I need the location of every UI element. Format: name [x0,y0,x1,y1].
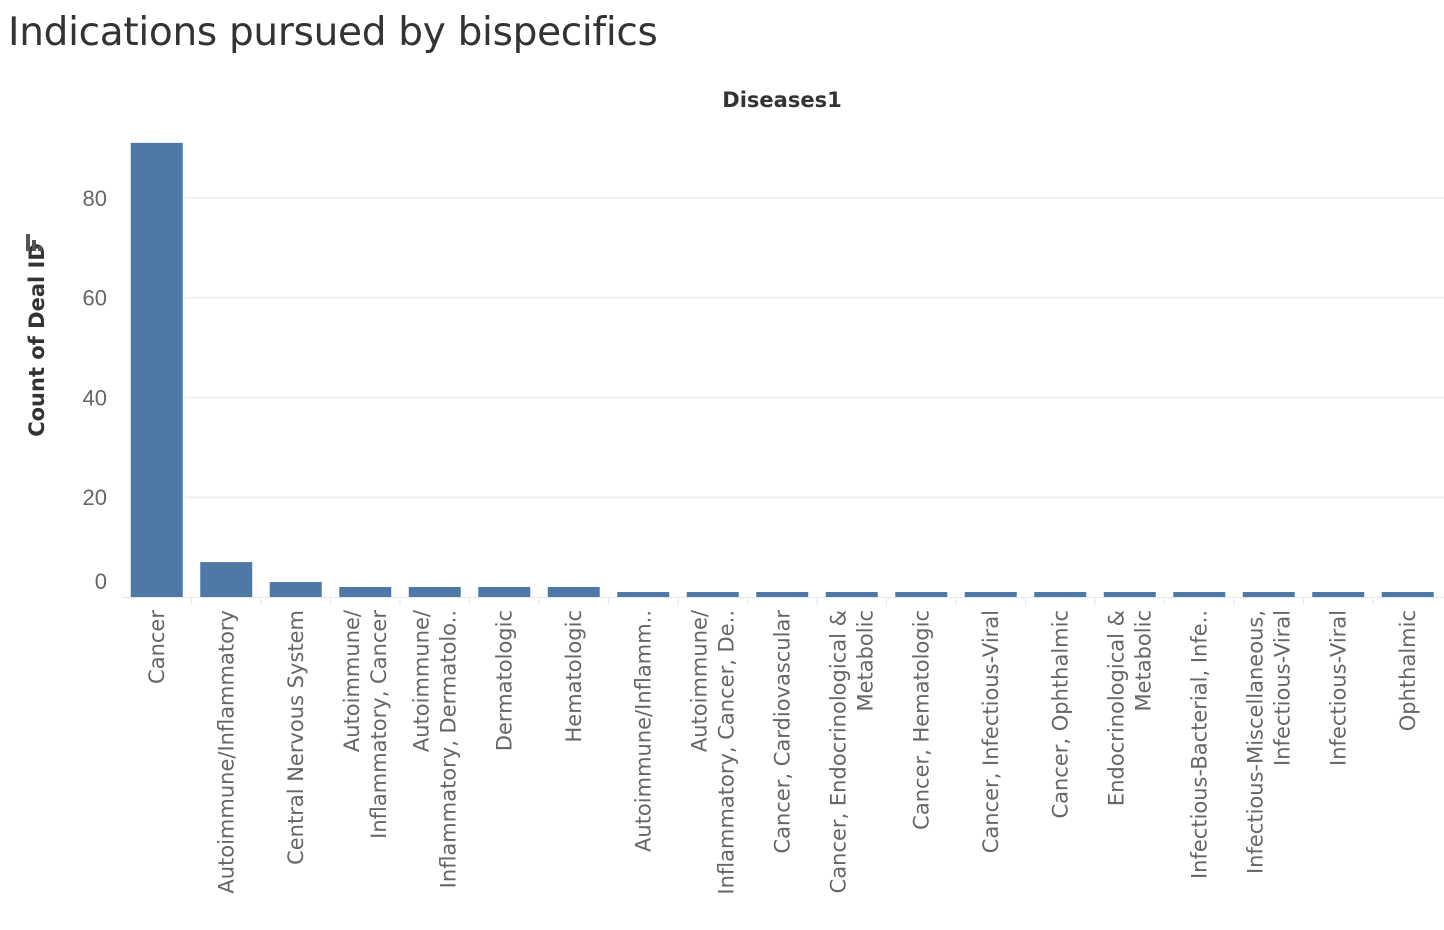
x-tick-label-line: Cancer, Hematologic [909,610,933,830]
bar[interactable] [1103,592,1156,597]
x-tick-label[interactable]: Infectious-Bacterial, Infe.. [1187,610,1211,879]
x-tick-label-line: Metabolic [1131,610,1155,712]
y-tick-label: 20 [83,485,107,510]
bar[interactable] [200,562,253,597]
x-tick-label-line: Cancer, Cardiovascular [770,610,794,854]
x-tick-label[interactable]: Cancer, Endocrinological & Metabolic [826,610,877,893]
x-tick-label[interactable]: Hematologic [562,610,586,743]
bar[interactable] [1242,592,1295,597]
bar[interactable] [964,592,1017,597]
x-tick-label-line: Autoimmune/ [687,609,711,752]
x-tick-label[interactable]: Cancer, Cardiovascular [770,610,794,854]
x-tick-label-line: Central Nervous System [284,610,308,865]
x-tick-label[interactable]: Cancer, Ophthalmic [1048,610,1072,819]
y-tick-label: 60 [83,286,107,311]
x-tick-label[interactable]: Autoimmune/Inflammatory, Cancer [340,609,391,839]
sort-descending-icon[interactable] [26,234,42,251]
bar[interactable] [756,592,809,597]
bar[interactable] [1173,592,1226,597]
bar[interactable] [1381,592,1434,597]
bar[interactable] [547,587,600,597]
bar[interactable] [617,592,670,597]
x-tick-label[interactable]: Cancer, Infectious-Viral [979,610,1003,853]
x-tick-label[interactable]: Endocrinological & Metabolic [1104,610,1155,806]
x-tick-label[interactable]: Dermatologic [492,610,516,751]
x-tick-label-line: Ophthalmic [1396,610,1420,731]
x-tick-label[interactable]: Cancer, Hematologic [909,610,933,830]
x-tick-label[interactable]: Autoimmune/Inflammatory [214,610,238,894]
x-tick-label-line: Autoimmune/ [340,609,364,752]
x-tick-label-line: Cancer [145,610,169,684]
bar[interactable] [1312,592,1365,597]
x-tick-label-line: Endocrinological & [1104,610,1128,806]
bar[interactable] [408,587,461,597]
bar[interactable] [686,592,739,597]
x-tick-label-line: Autoimmune/ [409,609,433,752]
y-tick-label: 80 [83,186,107,211]
x-tick-label[interactable]: Ophthalmic [1396,610,1420,731]
x-tick-label-line: Cancer, Endocrinological & [826,610,850,893]
bars [130,142,1434,597]
x-tick-label-line: Dermatologic [492,610,516,751]
bar[interactable] [339,587,392,597]
bar[interactable] [1034,592,1087,597]
gridlines [122,197,1444,605]
bar[interactable] [269,582,322,597]
x-tick-label[interactable]: Infectious-Viral [1326,610,1350,766]
y-tick-label: 0 [95,569,107,594]
x-tick-label-line: Autoimmune/Inflammatory [214,610,238,894]
x-tick-label-line: Infectious-Viral [1270,610,1294,766]
bar[interactable] [478,587,531,597]
x-tick-label-line: Infectious-Miscellaneous, [1243,610,1267,874]
x-tick-label[interactable]: Central Nervous System [284,610,308,865]
y-tick-label: 40 [83,385,107,410]
x-tick-label[interactable]: Autoimmune/Inflammatory, Cancer, De.. [687,609,738,895]
x-axis-labels: Cancer Autoimmune/Inflammatory Central Ner… [145,609,1420,895]
x-tick-label[interactable]: Autoimmune/Inflamm.. [631,610,655,852]
x-tick-label-line: Inflammatory, Cancer [367,610,391,839]
x-tick-label[interactable]: Cancer [145,610,169,684]
x-tick-label[interactable]: Infectious-Miscellaneous, Infectious-Vira… [1243,610,1294,874]
bar[interactable] [825,592,878,597]
x-tick-label-line: Cancer, Ophthalmic [1048,610,1072,819]
y-axis-ticks: 0 20 40 60 80 [83,186,107,594]
x-tick-label[interactable]: Autoimmune/Inflammatory, Dermatolo.. [409,609,460,888]
y-axis-title[interactable]: Count of Deal ID [25,243,49,437]
page-title: Indications pursued by bispecifics [8,10,658,55]
x-tick-label-line: Autoimmune/Inflamm.. [631,610,655,852]
x-tick-label-line: Inflammatory, Cancer, De.. [714,610,738,895]
bar[interactable] [895,592,948,597]
column-header: Diseases1 [722,88,841,112]
x-tick-label-line: Cancer, Infectious-Viral [979,610,1003,853]
x-tick-label-line: Inflammatory, Dermatolo.. [436,610,460,888]
x-tick-label-line: Metabolic [853,610,877,712]
x-tick-label-line: Hematologic [562,610,586,743]
x-tick-label-line: Infectious-Viral [1326,610,1350,766]
x-tick-label-line: Infectious-Bacterial, Infe.. [1187,610,1211,879]
bar[interactable] [130,142,183,597]
